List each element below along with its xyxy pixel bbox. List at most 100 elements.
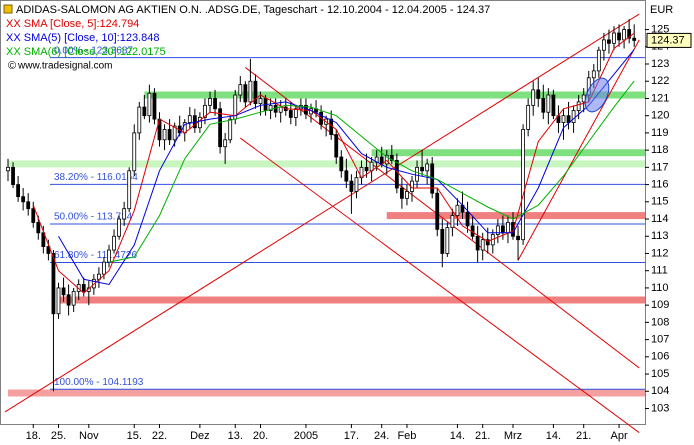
candle-body — [596, 49, 601, 72]
fib-label: 0.00% - 123.3687 — [54, 45, 133, 56]
x-tick-label: 15. — [127, 430, 142, 442]
candle-body — [152, 92, 157, 120]
candle-body — [591, 70, 596, 79]
candle-body — [627, 29, 632, 39]
y-tick-label: 118 — [651, 144, 669, 156]
sma-line — [58, 49, 635, 286]
x-tick-label: 2005 — [294, 430, 318, 442]
candle-body — [536, 89, 541, 99]
y-tick-label: 104 — [651, 385, 669, 397]
chart-title: ADIDAS-SALOMON AG AKTIEN O.N. .ADSG.DE, … — [16, 4, 490, 16]
candle-body — [617, 32, 621, 41]
candle-body — [61, 287, 66, 296]
candle-body — [551, 94, 556, 117]
watermark: www.tradesignal.com — [17, 61, 112, 72]
candle-body — [571, 110, 576, 123]
candle-body — [526, 104, 531, 130]
candle-body — [293, 108, 298, 118]
candle-body — [384, 154, 389, 165]
plot-frame — [0, 0, 646, 425]
candle-body — [450, 215, 455, 229]
candle-body — [440, 228, 445, 254]
candle-body — [364, 166, 369, 172]
candle-body — [566, 115, 571, 123]
y-tick-label: 108 — [651, 316, 669, 328]
candle-body — [425, 163, 430, 172]
candle-body — [485, 239, 490, 246]
candle-body — [455, 204, 460, 216]
candle-body — [11, 166, 15, 185]
x-tick-label: Feb — [397, 430, 416, 442]
candle-body — [56, 287, 61, 315]
candle-body — [16, 184, 21, 198]
candle-body — [21, 196, 26, 203]
highlight-ellipse — [584, 77, 610, 113]
candle-body — [31, 208, 36, 223]
legend-entry: XX SMA(6) [Close, 20]:122.0175 — [6, 46, 166, 58]
candle-body — [36, 222, 41, 234]
candle-body — [465, 211, 470, 227]
x-tick-label: Mrz — [504, 430, 522, 442]
candle-body — [147, 92, 152, 117]
candle-body — [203, 104, 207, 118]
candle-body — [561, 115, 566, 123]
x-tick-label: 25. — [51, 430, 66, 442]
candle-body — [208, 98, 212, 106]
candle-body — [445, 227, 450, 254]
y-tick-label: 113 — [651, 230, 669, 242]
candle-body — [223, 139, 228, 148]
x-tick-label: 18. — [26, 430, 41, 442]
candle-body — [349, 180, 354, 192]
candle-body — [632, 37, 637, 41]
candle-body — [602, 39, 606, 51]
candle-body — [142, 106, 147, 117]
last-price: 124.37 — [651, 34, 685, 46]
candle-body — [288, 110, 293, 118]
candle-body — [162, 129, 167, 141]
y-tick-label: 111 — [651, 265, 668, 277]
y-axis-label: EUR — [650, 4, 673, 16]
y-tick-label: 112 — [651, 247, 669, 259]
y-tick-label: 115 — [651, 196, 669, 208]
trendline — [240, 137, 640, 434]
candle-body — [71, 290, 76, 306]
candle-body — [339, 156, 344, 172]
candle-body — [521, 129, 525, 241]
candle-body — [238, 84, 243, 96]
candle-body — [6, 166, 10, 172]
candle-body — [197, 117, 202, 129]
candle-body — [258, 98, 263, 105]
candle-body — [612, 32, 616, 44]
x-tick-label: 24. — [374, 430, 389, 442]
x-tick-label: 14. — [450, 430, 465, 442]
candle-body — [66, 294, 71, 306]
y-tick-label: 117 — [651, 161, 669, 173]
y-tick-label: 123 — [651, 58, 669, 70]
x-tick-label: Apr — [610, 430, 627, 442]
candle-body — [354, 177, 359, 192]
candle-body — [26, 201, 31, 210]
y-tick-label: 119 — [651, 127, 669, 139]
candle-body — [546, 94, 551, 113]
y-tick-label: 122 — [651, 75, 669, 87]
candle-body — [516, 235, 520, 241]
candle-body — [399, 187, 404, 199]
candle-body — [213, 98, 217, 110]
y-tick-label: 121 — [651, 92, 669, 104]
y-tick-label: 125 — [651, 23, 669, 35]
y-tick-label: 110 — [651, 282, 669, 294]
last-price-box — [646, 32, 692, 48]
x-tick-label: 13. — [228, 430, 243, 442]
candle-body — [576, 101, 581, 111]
candle-body — [531, 89, 536, 106]
candle-body — [405, 191, 409, 199]
candle-body — [607, 39, 611, 44]
candle-body — [334, 134, 339, 158]
candle-body — [394, 160, 399, 189]
candle-body — [622, 29, 626, 41]
candle-body — [112, 235, 116, 251]
y-tick-label: 114 — [651, 213, 669, 225]
y-tick-label: 105 — [651, 368, 669, 380]
